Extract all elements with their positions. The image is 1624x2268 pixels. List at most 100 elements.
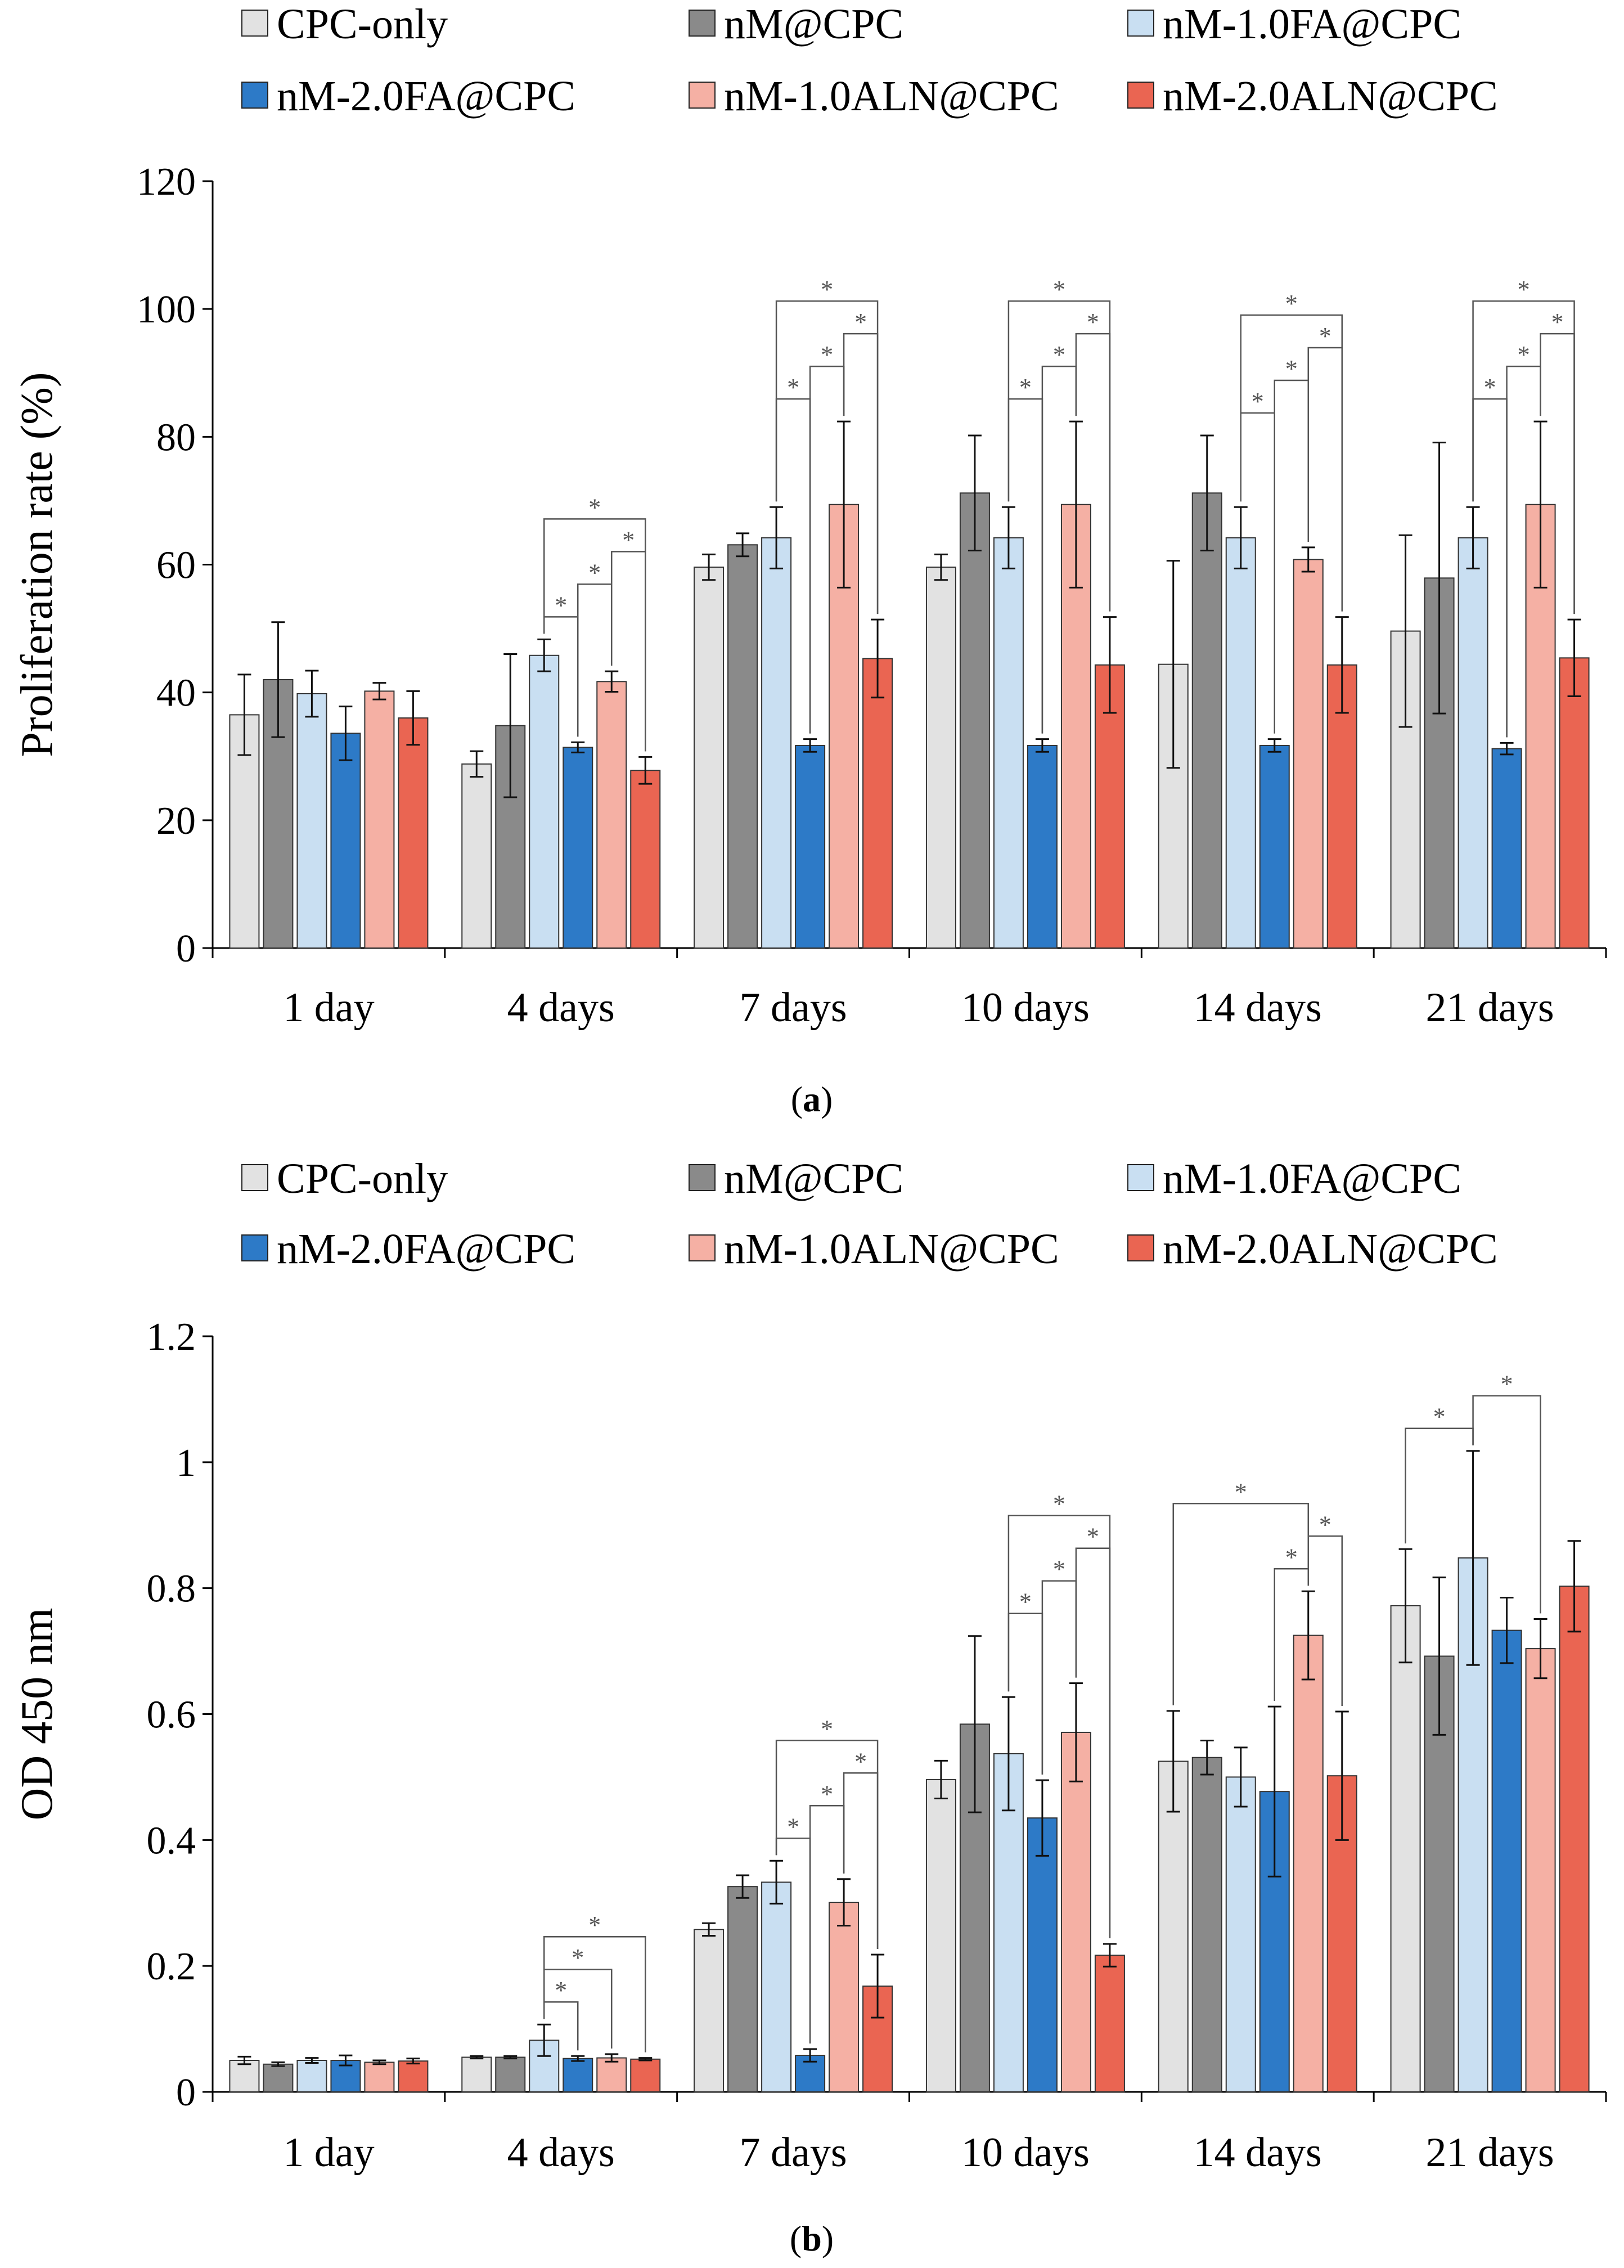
bar: [596, 681, 627, 949]
legend-swatch: [689, 1164, 716, 1191]
legend-label: CPC-only: [277, 1, 448, 48]
y-tick-label: 100: [137, 288, 196, 331]
significance-star: *: [787, 1813, 799, 1840]
legend-label: nM-2.0FA@CPC: [277, 1225, 575, 1273]
x-category-label: 7 days: [740, 2130, 847, 2176]
legend-label: nM@CPC: [724, 1, 903, 48]
legend-label: nM@CPC: [724, 1155, 903, 1202]
significance-star: *: [821, 1715, 833, 1742]
bar: [229, 2060, 260, 2093]
bar: [1525, 1648, 1556, 2092]
significance-bracket: [1172, 1503, 1309, 1705]
bar: [1027, 744, 1058, 949]
y-tick-label: 40: [156, 672, 196, 715]
panel-a-chart: CPC-only nM@CPC nM-1.0FA@CPC nM-2.0FA@CPC nM…: [12, 1, 1607, 1119]
significance-star: *: [1235, 1478, 1247, 1506]
bar: [495, 2056, 526, 2092]
significance-star: *: [787, 374, 799, 401]
significance-star: *: [1518, 276, 1530, 303]
bar: [862, 658, 893, 949]
significance-star: *: [1551, 308, 1564, 336]
bar: [630, 770, 661, 949]
legend-swatch: [1127, 1164, 1154, 1191]
bar: [1491, 748, 1522, 949]
bar: [1191, 1757, 1222, 2092]
legend-label: nM-2.0FA@CPC: [277, 73, 575, 120]
bar: [1293, 1634, 1324, 2093]
panel-label: (a): [791, 1079, 833, 1119]
significance-star: *: [1053, 341, 1065, 369]
bar: [330, 733, 361, 949]
legend-swatch: [241, 10, 268, 37]
bar: [1559, 657, 1590, 949]
bar: [1525, 504, 1556, 949]
x-category-label: 14 days: [1194, 2130, 1322, 2176]
bar: [461, 763, 492, 949]
y-tick-label: 0.2: [147, 1945, 196, 1988]
significance-star: *: [854, 308, 867, 336]
significance-star: *: [1019, 1588, 1032, 1616]
bar: [993, 537, 1024, 949]
legend: CPC-only nM@CPC nM-1.0FA@CPC nM-2.0FA@CPC nM…: [241, 1, 1498, 120]
significance-star: *: [1053, 276, 1065, 303]
bar: [829, 1902, 860, 2093]
legend-label: nM-1.0FA@CPC: [1163, 1155, 1461, 1202]
bar: [694, 1929, 725, 2092]
significance-star: *: [588, 559, 601, 586]
bar: [596, 2057, 627, 2092]
significance-star: *: [1087, 1523, 1099, 1551]
significance-star: *: [1285, 290, 1298, 317]
bar: [364, 690, 395, 949]
legend-label: nM-2.0ALN@CPC: [1163, 1225, 1498, 1273]
bar: [263, 2063, 294, 2092]
significance-star: *: [622, 526, 635, 554]
x-category-label: 21 days: [1426, 2130, 1554, 2176]
bar: [761, 1881, 792, 2092]
bar: [1191, 492, 1222, 949]
significance-star: *: [588, 493, 601, 521]
bar: [1457, 537, 1488, 949]
significance-star: *: [555, 1977, 567, 2004]
legend-swatch: [241, 1164, 268, 1191]
bar: [1225, 537, 1256, 949]
bar: [364, 2062, 395, 2093]
y-tick-label: 1.2: [147, 1315, 196, 1359]
bar: [1060, 1731, 1091, 2092]
significance-star: *: [572, 1944, 584, 1971]
significance-bracket: [1007, 1515, 1111, 1938]
x-category-label: 7 days: [740, 985, 847, 1031]
significance-star: *: [1484, 374, 1496, 401]
y-axis-title: OD 450 nm: [12, 1608, 62, 1821]
y-tick-label: 0.8: [147, 1568, 196, 1611]
bar: [761, 537, 792, 949]
legend-swatch: [1127, 10, 1154, 37]
bar: [959, 492, 990, 949]
bar: [563, 747, 593, 949]
significance-star: *: [1501, 1371, 1513, 1398]
significance-bracket: [1472, 1395, 1541, 1614]
bar: [1293, 559, 1324, 949]
y-tick-label: 0: [176, 927, 196, 971]
legend-swatch: [241, 82, 268, 109]
significance-bracket: [543, 1935, 646, 2053]
legend-label: nM-2.0ALN@CPC: [1163, 73, 1498, 120]
bar: [1259, 744, 1290, 949]
bar: [398, 2060, 429, 2093]
bar: [296, 2060, 327, 2093]
bar: [1225, 1776, 1256, 2093]
y-tick-label: 0.4: [147, 1819, 196, 1862]
x-category-label: 21 days: [1426, 985, 1554, 1031]
legend-swatch: [1127, 82, 1154, 109]
significance-star: *: [1053, 1556, 1065, 1583]
bar: [727, 544, 758, 949]
bar: [229, 714, 260, 949]
bar: [1491, 1629, 1522, 2093]
y-tick-label: 80: [156, 416, 196, 459]
legend-label: nM-1.0ALN@CPC: [724, 73, 1059, 120]
bar: [529, 654, 560, 949]
x-category-label: 4 days: [507, 985, 615, 1031]
x-category-label: 10 days: [961, 985, 1090, 1031]
significance-star: *: [1319, 322, 1331, 350]
x-category-label: 1 day: [283, 985, 374, 1031]
